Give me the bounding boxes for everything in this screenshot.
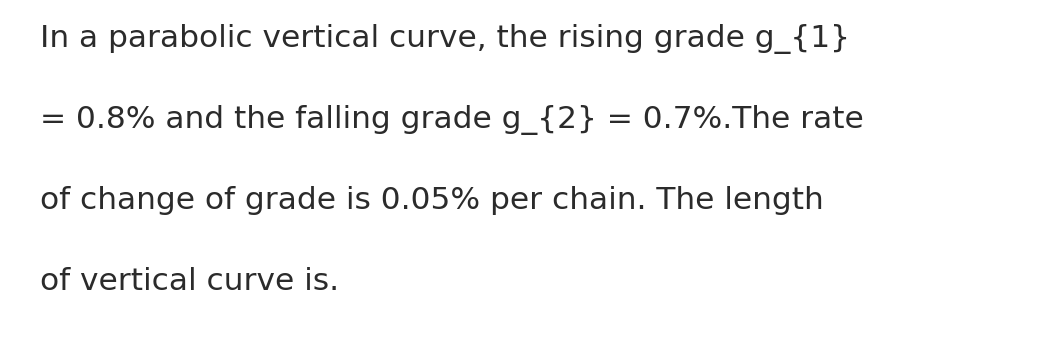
Text: = 0.8% and the falling grade g_{2} = 0.7%.The rate: = 0.8% and the falling grade g_{2} = 0.7… bbox=[40, 105, 864, 135]
Text: of vertical curve is.: of vertical curve is. bbox=[40, 267, 339, 295]
Text: In a parabolic vertical curve, the rising grade g_{1}: In a parabolic vertical curve, the risin… bbox=[40, 24, 849, 54]
Text: of change of grade is 0.05% per chain. The length: of change of grade is 0.05% per chain. T… bbox=[40, 186, 823, 215]
